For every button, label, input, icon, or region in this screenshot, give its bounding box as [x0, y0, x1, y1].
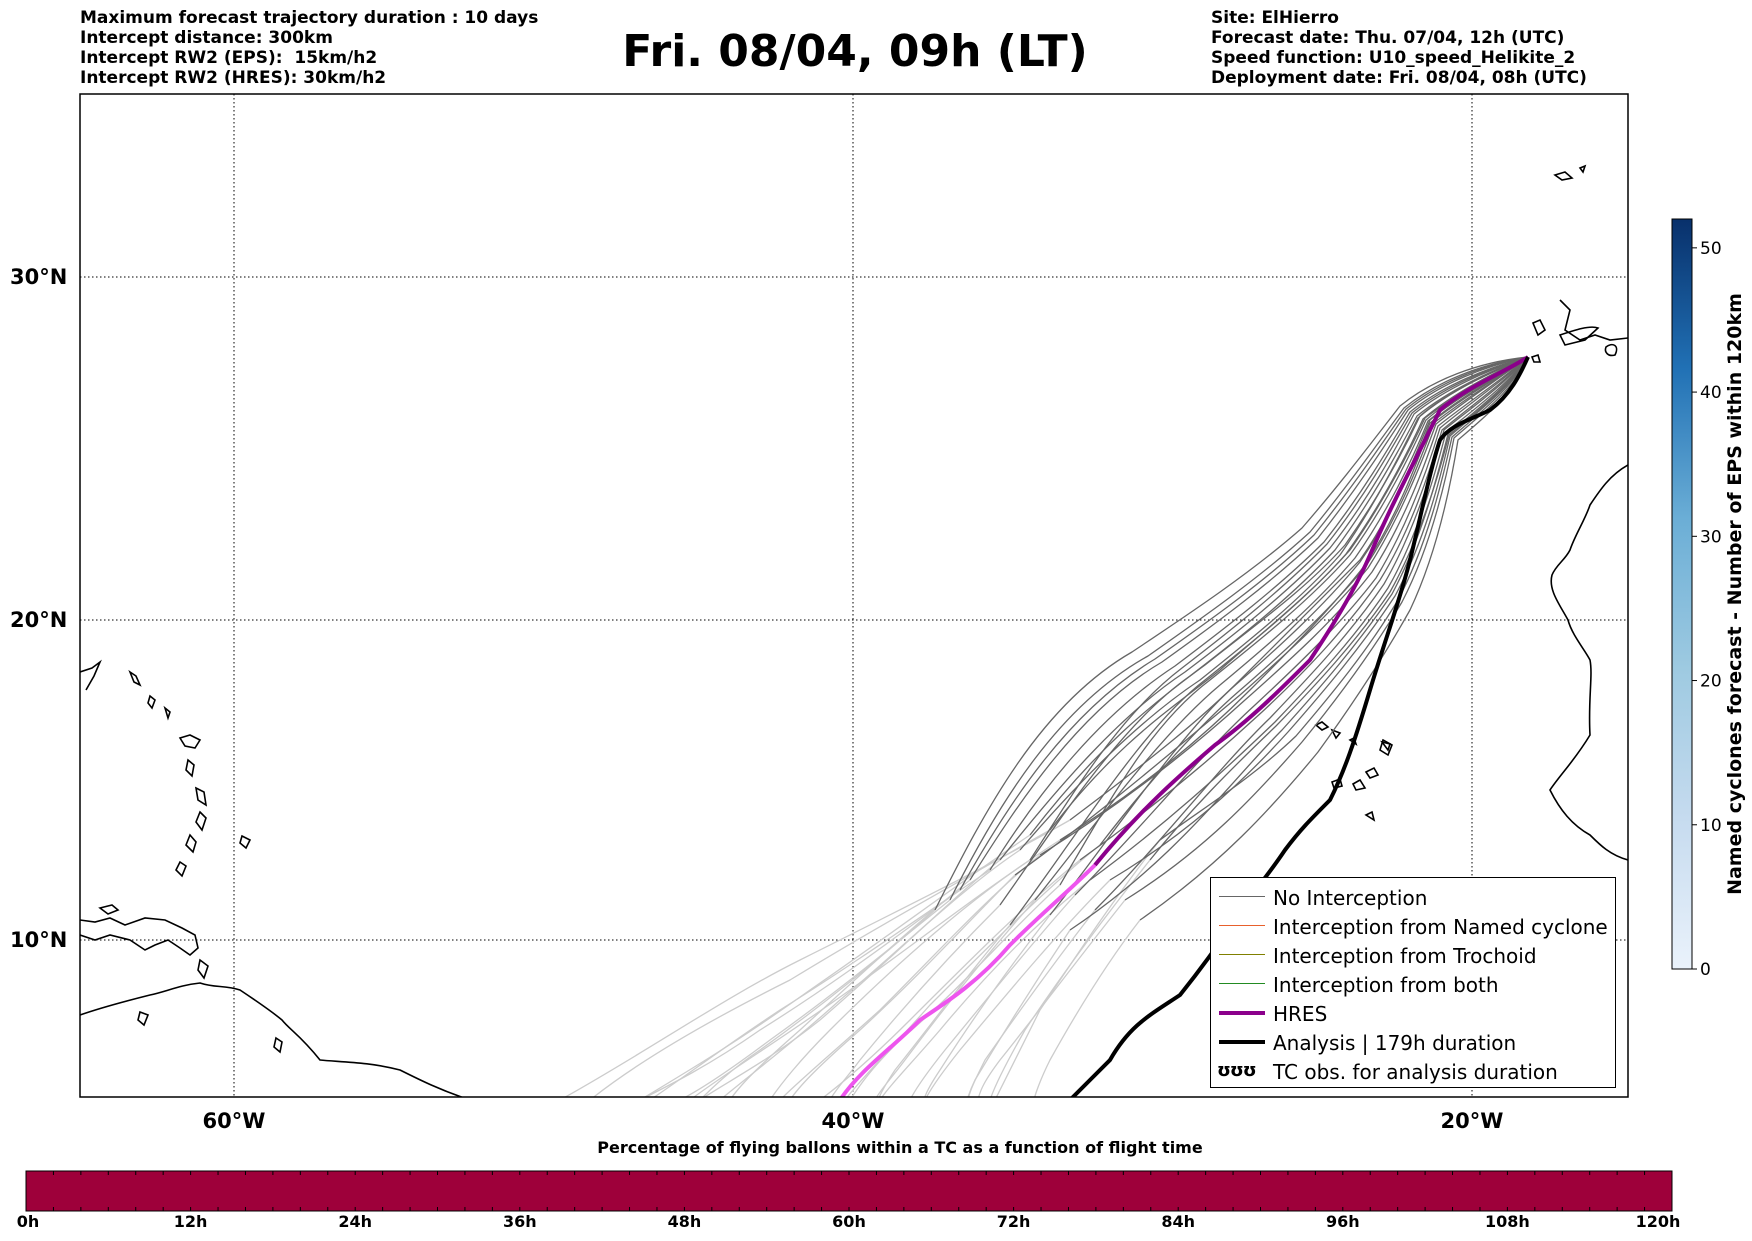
colorbar-tick-label: 10: [1700, 816, 1722, 836]
header-left-line: Intercept RW2 (EPS): 15km/h2: [80, 48, 378, 68]
colorbar-tick-label: 0: [1700, 960, 1711, 980]
flight-time-tick-label: 24h: [338, 1212, 373, 1231]
legend-swatch: [1219, 896, 1265, 898]
flight-time-colorbar-ticks: 0h 12h 24h 36h 48h 60h 72h 84h 96h 108h 120h: [0, 1212, 1752, 1236]
map-frame: [79, 93, 1629, 1098]
flight-time-tick-label: 36h: [502, 1212, 537, 1231]
colorbar-title: Named cyclones forecast - Number of EPS …: [1720, 219, 1750, 969]
legend-swatch: [1219, 1040, 1265, 1044]
legend-label: Interception from Named cyclone: [1273, 915, 1608, 939]
eps-trajectories: [934, 356, 1529, 931]
lon-label-20w: 20°W: [1441, 1109, 1504, 1133]
flight-time-colorbar-title: Percentage of flying ballons within a TC…: [597, 1138, 1203, 1157]
legend-item: Analysis | 179h duration: [1211, 1029, 1615, 1057]
coastlines: [80, 164, 1628, 1097]
lat-label-10n: 10°N: [10, 928, 67, 952]
lat-label-20n: 20°N: [10, 608, 67, 632]
flight-time-tick-label: 60h: [832, 1212, 866, 1231]
map-title: Fri. 08/04, 09h (LT): [622, 26, 1088, 77]
header-left-line: Intercept RW2 (HRES): 30km/h2: [80, 68, 387, 88]
legend-swatch: [1219, 954, 1265, 956]
legend-label: Interception from both: [1273, 973, 1499, 997]
colorbar-tick-label: 30: [1700, 527, 1722, 547]
flight-time-tick-label: 0h: [16, 1212, 40, 1231]
legend-item: No Interception: [1211, 884, 1615, 912]
header-right-line: Speed function: U10_speed_Helikite_2: [1211, 48, 1576, 68]
hres-trajectory: [1093, 355, 1530, 867]
eps-future-trajectories: [564, 819, 1161, 1097]
flight-time-tick-label: 96h: [1325, 1212, 1360, 1231]
legend-item: Interception from Named cyclone: [1211, 913, 1615, 941]
legend-label: Interception from Trochoid: [1273, 944, 1537, 968]
legend-item: ʊʊʊ TC obs. for analysis duration: [1211, 1058, 1615, 1086]
legend-label: Analysis | 179h duration: [1273, 1031, 1517, 1055]
header-info-left: Maximum forecast trajectory duration : 1…: [80, 8, 538, 88]
map-gridlines: [80, 94, 1628, 1097]
colorbar-tick-label: 40: [1700, 383, 1722, 403]
flight-time-tick-label: 48h: [667, 1212, 702, 1231]
legend-item: HRES: [1211, 1000, 1615, 1028]
map-legend: No Interception Interception from Named c…: [1210, 877, 1616, 1088]
legend-item: Interception from Trochoid: [1211, 942, 1615, 970]
colorbar-tick-label: 20: [1700, 672, 1722, 692]
header-left-line: Intercept distance: 300km: [80, 28, 333, 48]
legend-label: HRES: [1273, 1002, 1328, 1026]
colorbar-title-text: Named cyclones forecast - Number of EPS …: [1724, 293, 1746, 895]
header-right-line: Forecast date: Thu. 07/04, 12h (UTC): [1211, 28, 1565, 48]
header-right-line: Site: ElHierro: [1211, 8, 1339, 28]
legend-label: TC obs. for analysis duration: [1273, 1060, 1558, 1084]
header-info-right: Site: ElHierro Forecast date: Thu. 07/04,…: [1211, 8, 1587, 88]
flight-time-colorbar: [25, 1170, 1673, 1212]
legend-swatch: [1219, 1011, 1265, 1015]
tc-obs-symbol-icon: ʊʊʊ: [1217, 1060, 1257, 1081]
legend-swatch: [1219, 983, 1265, 985]
flight-time-tick-label: 12h: [173, 1212, 208, 1231]
flight-time-tick-label: 120h: [1635, 1212, 1681, 1231]
lat-label-30n: 30°N: [10, 265, 67, 289]
lon-label-60w: 60°W: [203, 1109, 266, 1133]
lon-label-40w: 40°W: [822, 1109, 885, 1133]
flight-time-tick-label: 108h: [1484, 1212, 1530, 1231]
header-right-line: Deployment date: Fri. 08/04, 08h (UTC): [1211, 68, 1587, 88]
analysis-trajectory: [1070, 356, 1530, 1097]
cyclone-colorbar: 0 10 20 30 40 50: [1671, 218, 1722, 980]
hres-future-trajectory: [839, 863, 1097, 1097]
legend-swatch: [1219, 925, 1265, 927]
legend-label: No Interception: [1273, 886, 1428, 910]
flight-time-tick-label: 84h: [1161, 1212, 1196, 1231]
header-left-line: Maximum forecast trajectory duration : 1…: [80, 8, 539, 28]
flight-time-tick-label: 72h: [996, 1212, 1031, 1231]
colorbar-tick-label: 50: [1700, 239, 1722, 259]
legend-item: Interception from both: [1211, 971, 1615, 999]
